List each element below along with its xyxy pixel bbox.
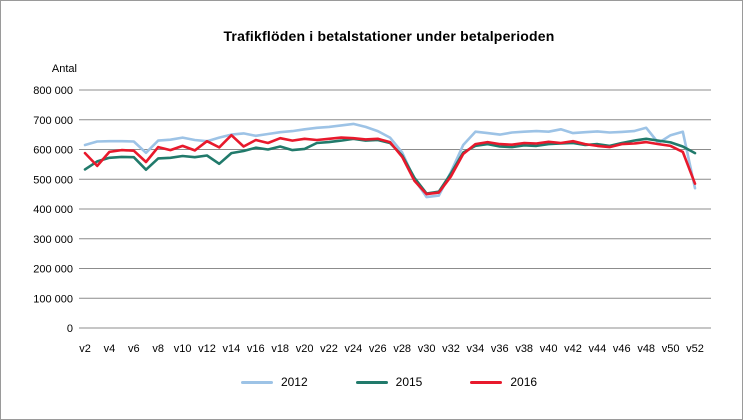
x-tick-label: v6 bbox=[128, 343, 140, 355]
chart-legend: 2012 2015 2016 bbox=[46, 375, 732, 389]
y-tick-label: 0 bbox=[67, 323, 73, 335]
x-tick-label: v38 bbox=[515, 343, 533, 355]
x-tick-label: v30 bbox=[418, 343, 436, 355]
x-tick-label: v34 bbox=[467, 343, 485, 355]
chart-title: Trafikflöden i betalstationer under beta… bbox=[223, 28, 555, 44]
x-tick-label: v10 bbox=[174, 343, 192, 355]
x-tick-label: v32 bbox=[442, 343, 460, 355]
x-tick-label: v24 bbox=[345, 343, 363, 355]
x-tick-label: v36 bbox=[491, 343, 509, 355]
x-tick-label: v16 bbox=[247, 343, 265, 355]
x-tick-label: v26 bbox=[369, 343, 387, 355]
legend-swatch-2012 bbox=[240, 380, 273, 384]
x-tick-label: v8 bbox=[152, 343, 164, 355]
x-tick-label: v12 bbox=[198, 343, 216, 355]
x-tick-label: v22 bbox=[320, 343, 338, 355]
legend-item-2015: 2015 bbox=[355, 375, 423, 389]
x-tick-label: v20 bbox=[296, 343, 314, 355]
x-tick-label: v48 bbox=[637, 343, 655, 355]
x-tick-label: v46 bbox=[613, 343, 631, 355]
x-tick-label: v52 bbox=[686, 343, 704, 355]
series-2012-line bbox=[83, 122, 697, 199]
x-tick-label: v18 bbox=[271, 343, 289, 355]
legend-item-2016: 2016 bbox=[470, 375, 537, 389]
y-tick-label: 400 000 bbox=[33, 204, 73, 216]
legend-label-2016: 2016 bbox=[510, 375, 538, 389]
x-tick-label: v4 bbox=[104, 343, 116, 355]
x-tick-label: v2 bbox=[79, 343, 91, 355]
x-tick-label: v42 bbox=[564, 343, 582, 355]
legend-swatch-2016 bbox=[470, 380, 503, 384]
series-2016-line bbox=[83, 133, 697, 196]
x-tick-label: v40 bbox=[540, 343, 558, 355]
legend-swatch-2015 bbox=[355, 380, 388, 384]
y-tick-label: 500 000 bbox=[33, 174, 73, 186]
y-tick-label: 200 000 bbox=[33, 264, 73, 276]
legend-label-2012: 2012 bbox=[280, 375, 308, 389]
y-tick-label: 800 000 bbox=[33, 85, 73, 97]
x-tick-label: v44 bbox=[589, 343, 607, 355]
y-tick-label: 300 000 bbox=[33, 234, 73, 246]
y-tick-label: 100 000 bbox=[33, 293, 73, 305]
y-tick-label: 600 000 bbox=[33, 145, 73, 157]
x-tick-label: v14 bbox=[223, 343, 241, 355]
y-axis-title: Antal bbox=[51, 63, 77, 75]
legend-item-2012: 2012 bbox=[240, 375, 308, 389]
legend-label-2015: 2015 bbox=[395, 375, 423, 389]
x-tick-label: v50 bbox=[662, 343, 680, 355]
x-tick-label: v28 bbox=[393, 343, 411, 355]
y-tick-label: 700 000 bbox=[33, 115, 73, 127]
